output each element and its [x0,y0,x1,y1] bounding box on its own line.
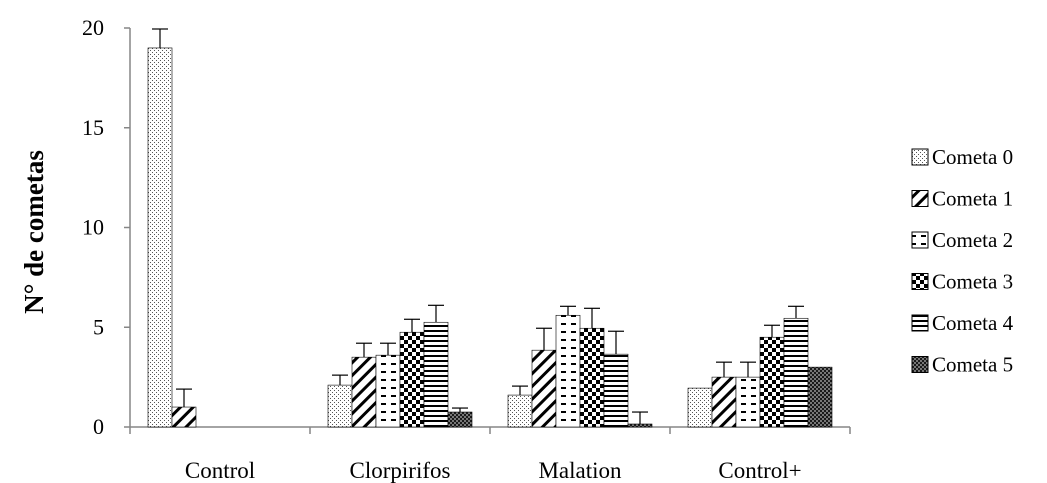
legend-swatch [911,231,929,249]
bars [147,28,833,428]
y-tick-label: 20 [82,15,104,40]
bar [399,331,425,428]
bar [327,384,353,428]
legend-swatch [911,273,929,290]
legend: Cometa 0 Cometa 1 Cometa 2 Cometa 3 Cometa 4… [911,145,1014,377]
bar [711,376,737,428]
bar [579,327,605,428]
legend-label: Cometa 3 [932,270,1013,294]
bar [807,366,833,428]
bar [423,321,449,428]
legend-label: Cometa 2 [932,228,1013,252]
legend-label: Cometa 1 [932,187,1013,211]
bar [147,47,173,428]
bar [171,406,197,428]
bar [627,423,653,428]
bar [447,411,473,428]
y-tick-label: 0 [93,414,104,439]
y-tick-label: 15 [82,115,104,140]
bar [603,353,629,428]
bar [735,376,761,428]
bar [555,314,581,428]
legend-swatch [911,190,929,207]
legend-label: Cometa 0 [932,145,1013,169]
legend-swatch [911,356,929,373]
bar [687,387,713,428]
category-label: Control+ [718,458,801,483]
axes: 0 5 10 15 20 Control Clorpirifos Malation Contro… [82,15,851,483]
category-label: Malation [538,458,622,483]
y-axis-title: N° de cometas [19,150,49,314]
bar [531,349,557,428]
legend-label: Cometa 4 [932,311,1014,335]
legend-swatch [911,314,929,332]
legend-label: Cometa 5 [932,353,1013,377]
y-tick-label: 10 [82,215,104,240]
bar [507,394,533,428]
category-label: Control [185,458,255,483]
y-tick-label: 5 [93,314,104,339]
bar [375,354,401,428]
bar [759,336,785,428]
bar [783,317,809,428]
bar [351,356,377,428]
category-label: Clorpirifos [350,458,451,483]
legend-swatch [911,148,929,166]
